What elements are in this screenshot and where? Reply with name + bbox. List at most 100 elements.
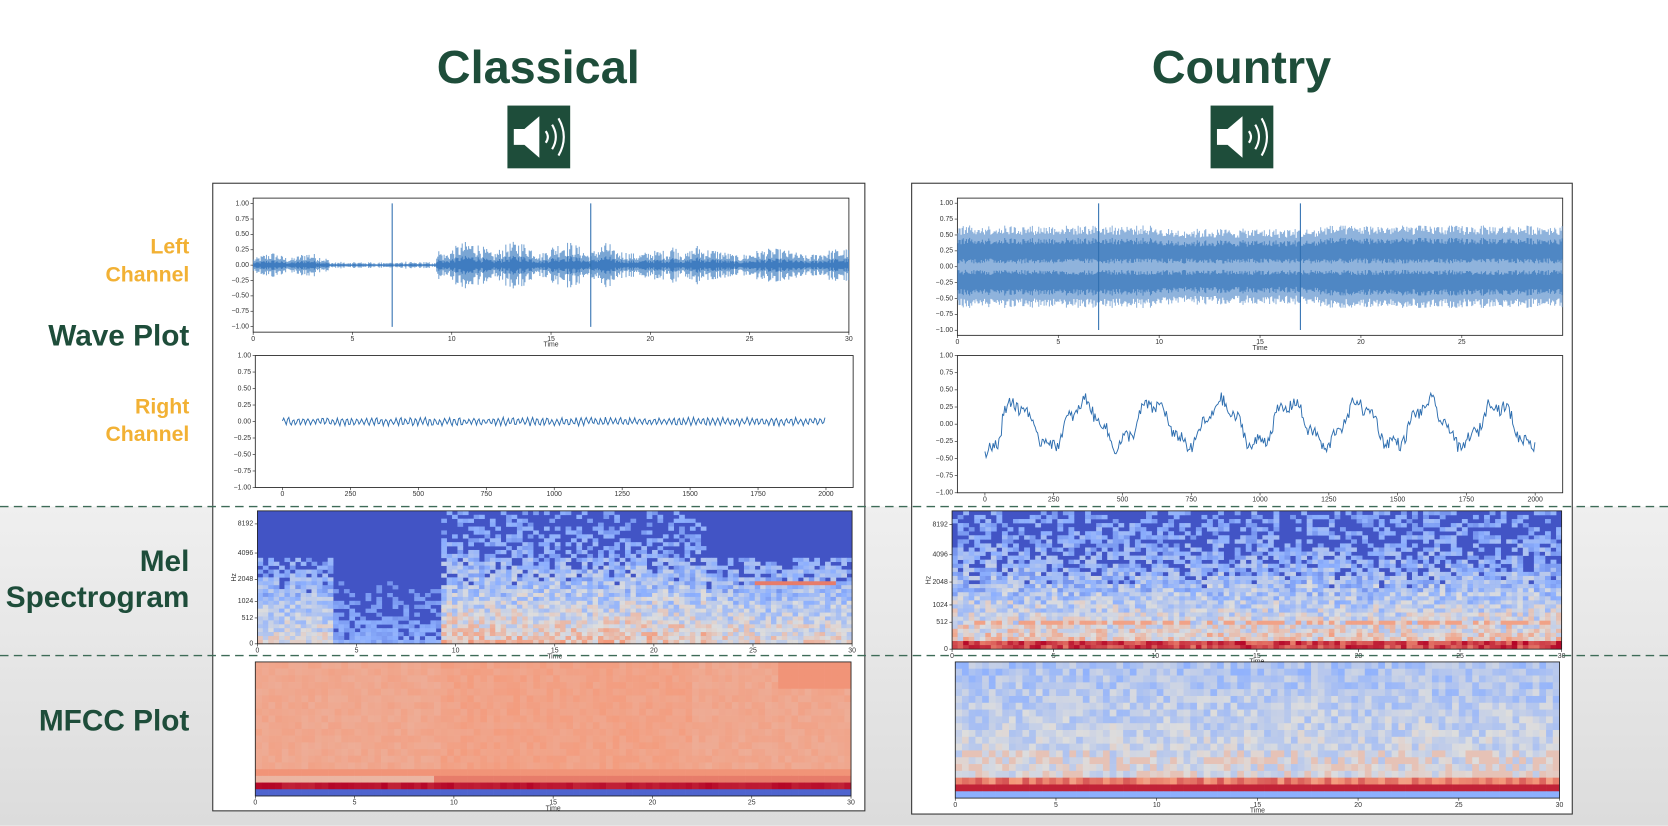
spectrogram-cell [765, 612, 772, 617]
mfcc-cell [652, 782, 660, 790]
spectrogram-cell [560, 596, 566, 602]
spectrogram-cell [554, 534, 561, 539]
spectrogram-cell [716, 589, 723, 594]
spectrogram-cell [262, 573, 269, 578]
spectrogram-cell [1046, 571, 1053, 577]
mfcc-cell [811, 775, 819, 783]
spectrogram-cell [668, 596, 675, 602]
spectrogram-cell [1035, 514, 1042, 520]
spectrogram-cell [581, 589, 588, 594]
spectrogram-cell [1029, 628, 1036, 634]
spectrogram-cell [489, 585, 496, 590]
mfcc-cell [738, 715, 746, 723]
spectrogram-cell [979, 632, 986, 638]
mfcc-cell [434, 742, 441, 750]
mfcc-cell [599, 755, 607, 763]
spectrogram-cell [446, 589, 453, 594]
spectrogram-cell [754, 569, 761, 574]
spectrogram-cell [565, 549, 572, 555]
spectrogram-cell [1096, 523, 1103, 528]
mfcc-cell [619, 668, 627, 676]
mfcc-cell [606, 742, 614, 750]
spectrogram-cell [733, 569, 739, 574]
speaker-wave [1260, 117, 1269, 157]
mfcc-cell [625, 775, 633, 783]
mfcc-cell [414, 762, 422, 770]
spectrogram-cell [1096, 535, 1103, 540]
spectrogram-cell [598, 620, 604, 625]
mfcc-cell [275, 762, 283, 770]
spectrogram-cell [1101, 616, 1108, 621]
mfcc-cell [645, 735, 653, 743]
spectrogram-cell [990, 636, 997, 642]
mfcc-cell [824, 769, 832, 777]
spectrogram-cell [1096, 641, 1103, 646]
spectrogram-cell [338, 600, 345, 606]
spectrogram-cell [273, 569, 280, 574]
speaker-button[interactable] [1210, 105, 1274, 169]
spectrogram-cell [608, 565, 615, 570]
mfcc-cell [275, 682, 283, 690]
spectrogram-cell [392, 596, 399, 602]
spectrogram-cell [300, 600, 307, 606]
spectrogram-cell [446, 557, 453, 563]
spectrogram-cell [689, 581, 696, 586]
spectrogram-cell [1096, 539, 1103, 544]
mfcc-cell [288, 682, 296, 690]
spectrogram-cell [1035, 571, 1042, 577]
spectrogram-cell [689, 557, 696, 563]
spectrogram-cell [787, 600, 793, 606]
spectrogram-cell [641, 546, 647, 551]
mfcc-cell [811, 735, 819, 743]
mfcc-cell [738, 722, 746, 730]
spectrogram-cell [652, 538, 658, 543]
spectrogram-cell [1013, 543, 1019, 548]
spectrogram-cell [527, 632, 534, 637]
spectrogram-cell [625, 538, 631, 543]
spectrogram-cell [619, 608, 626, 613]
mfcc-cell [275, 702, 283, 710]
spectrogram-cell [560, 557, 566, 563]
spectrogram-cell [1001, 567, 1008, 573]
mfcc-cell [453, 762, 461, 770]
spectrogram-cell [598, 632, 604, 637]
mfcc-cell [301, 775, 309, 783]
spectrogram-cell [446, 600, 453, 606]
mfcc-cell [705, 675, 713, 683]
mfcc-cell [321, 682, 329, 690]
spectrogram-cell [533, 510, 539, 516]
spectrogram-cell [689, 639, 696, 645]
spectrogram-cell [452, 514, 458, 520]
mfcc-cell [473, 661, 481, 669]
mfcc-cell [473, 749, 481, 757]
mfcc-cell [414, 769, 422, 777]
mfcc-cell [698, 702, 706, 710]
mfcc-cell [606, 762, 614, 770]
spectrogram-cell [996, 584, 1003, 589]
spectrogram-cell [338, 636, 345, 641]
mfcc-cell [599, 742, 607, 750]
spectrogram-cell [679, 612, 685, 617]
spectrogram-cell [430, 608, 437, 613]
spectrogram-cell [781, 616, 788, 621]
mfcc-cell [837, 782, 845, 790]
spectrogram-cell [598, 612, 604, 617]
mfcc-cell [639, 762, 647, 770]
mfcc-cell [367, 682, 375, 690]
spectrogram-cell [430, 624, 437, 629]
spectrogram-cell [543, 628, 550, 633]
spectrogram-cell [479, 514, 485, 520]
mfcc-cell [844, 715, 852, 723]
spectrogram-cell [316, 596, 323, 602]
spectrogram-cell [819, 608, 826, 613]
mfcc-cell [791, 708, 799, 716]
spectrogram-cell [625, 553, 631, 559]
speaker-button[interactable] [507, 105, 571, 169]
spectrogram-cell [479, 628, 485, 633]
mfcc-cell [844, 702, 852, 710]
spectrogram-cell [963, 559, 970, 565]
mfcc-cell [586, 782, 594, 790]
spectrogram-cell [1051, 628, 1058, 634]
spectrogram-cell [614, 616, 620, 621]
spectrogram-cell [489, 538, 496, 543]
